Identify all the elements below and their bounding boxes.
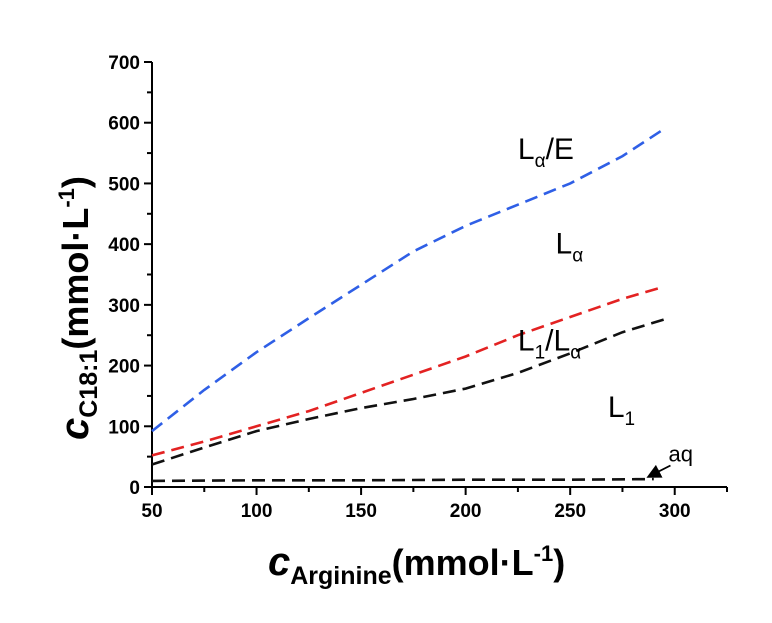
y-axis-title: cC18:1(mmol·L-1) xyxy=(53,176,103,440)
region-label-aq: aq xyxy=(668,442,692,467)
x-axis-title-close: ) xyxy=(553,542,565,583)
annotation-layer: Lα/E Lα L1/Lα L1 aq xyxy=(518,133,693,478)
x-tick-label: 250 xyxy=(554,501,586,522)
series-line-2 xyxy=(151,285,665,457)
y-tick-label: 400 xyxy=(108,235,140,256)
x-tick-label: 150 xyxy=(345,501,377,522)
series-line-3 xyxy=(151,318,665,466)
region-label-l1: L1 xyxy=(608,391,635,430)
x-tick-label: 300 xyxy=(659,501,691,522)
x-axis-title-exp: -1 xyxy=(534,541,554,566)
y-tick-label: 700 xyxy=(108,53,140,74)
series-line-4 xyxy=(151,477,654,483)
y-tick-label: 0 xyxy=(129,478,140,499)
y-tick-label: 500 xyxy=(108,174,140,195)
y-axis-title-sub: C18:1 xyxy=(75,350,103,418)
y-tick-label: 600 xyxy=(108,114,140,135)
x-tick-label: 200 xyxy=(450,501,482,522)
y-axis: 0 100 200 300 400 500 600 700 xyxy=(108,53,153,499)
y-axis-title-exp: -1 xyxy=(54,188,79,208)
aq-arrow xyxy=(646,464,671,478)
y-tick-label: 100 xyxy=(108,417,140,438)
y-tick-label: 200 xyxy=(108,357,140,378)
region-label-la: Lα xyxy=(556,227,584,266)
x-axis-title: cArginine(mmol·L-1) xyxy=(268,540,565,590)
y-axis-title-close: ) xyxy=(55,176,96,188)
x-tick-label: 50 xyxy=(141,501,162,522)
x-axis-title-sub: Arginine xyxy=(290,562,391,590)
x-tick-label: 100 xyxy=(241,501,273,522)
x-axis: 50 100 150 200 250 300 xyxy=(141,486,728,522)
x-axis-title-var: c xyxy=(268,540,290,584)
y-axis-title-unit: (mmol·L xyxy=(55,208,96,350)
region-label-la-e: Lα/E xyxy=(518,133,574,172)
x-axis-title-unit: (mmol·L xyxy=(392,542,534,583)
region-label-l1-la: L1/Lα xyxy=(518,324,581,363)
series-layer xyxy=(151,127,666,483)
y-axis-title-var: c xyxy=(53,418,97,440)
y-tick-label: 300 xyxy=(108,296,140,317)
series-line-1 xyxy=(151,127,666,433)
